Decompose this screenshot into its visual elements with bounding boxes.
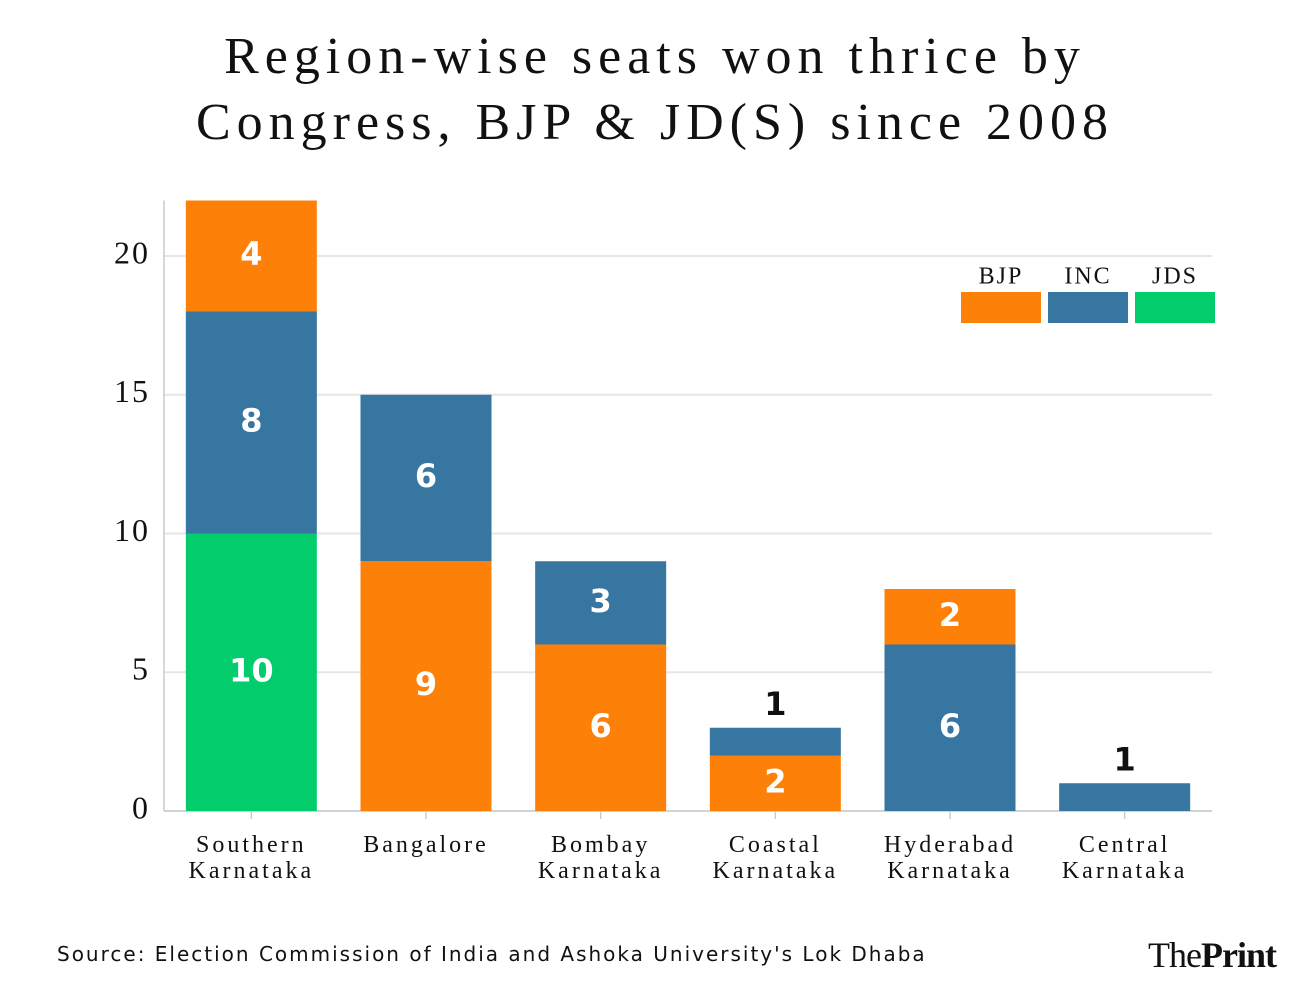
legend-swatch (961, 292, 1041, 323)
x-tick-label: Bangalore (363, 832, 489, 858)
y-tick-label: 0 (132, 789, 150, 825)
bar-segment (884, 644, 1016, 811)
legend-swatch (1135, 292, 1215, 323)
value-label: 4 (240, 235, 262, 273)
legend-label: JDS (1152, 264, 1198, 290)
chart-title: Region-wise seats won thrice by Congress… (195, 28, 1115, 151)
y-tick-label: 15 (114, 373, 150, 409)
legend-label: BJP (979, 264, 1024, 290)
y-tick-label: 5 (132, 651, 150, 687)
x-tick-label: Southern Karnataka (188, 832, 315, 884)
bar-segment (360, 394, 492, 562)
bar-segment (709, 727, 841, 756)
bar-segment (185, 200, 317, 312)
logo-part: Print (1200, 935, 1277, 975)
value-label: 6 (590, 707, 612, 745)
bar-segment (185, 311, 317, 534)
value-label: 1 (1114, 740, 1136, 778)
logo-part: The (1148, 935, 1202, 975)
value-label: 2 (764, 762, 786, 800)
x-tick-label: Central Karnataka (1061, 832, 1188, 884)
bar-segment (360, 561, 492, 811)
logo: ThePrint (1148, 934, 1277, 976)
value-label: 1 (764, 685, 786, 723)
bar-segment (535, 644, 667, 811)
value-label: 2 (939, 596, 961, 634)
legend-label: INC (1064, 264, 1111, 290)
legend-swatch (1048, 292, 1128, 323)
value-label: 10 (229, 651, 274, 689)
y-tick-label: 10 (114, 512, 150, 548)
value-label: 6 (939, 707, 961, 745)
y-tick-label: 20 (114, 234, 150, 270)
x-tick-label: Bombay Karnataka (537, 832, 664, 884)
bar-segment (535, 561, 667, 645)
value-label: 6 (415, 457, 437, 495)
x-tick-label: Coastal Karnataka (712, 832, 839, 884)
x-tick-label: Hyderabad Karnataka (883, 832, 1017, 884)
bar-segment (709, 755, 841, 811)
value-label: 8 (240, 402, 262, 440)
value-label: 9 (415, 665, 437, 703)
bar-segment (884, 589, 1016, 645)
bar-segment (1059, 783, 1191, 811)
value-label: 3 (590, 582, 612, 620)
bar-segment (185, 533, 317, 811)
source: Source: Election Commission of India and… (57, 942, 927, 966)
